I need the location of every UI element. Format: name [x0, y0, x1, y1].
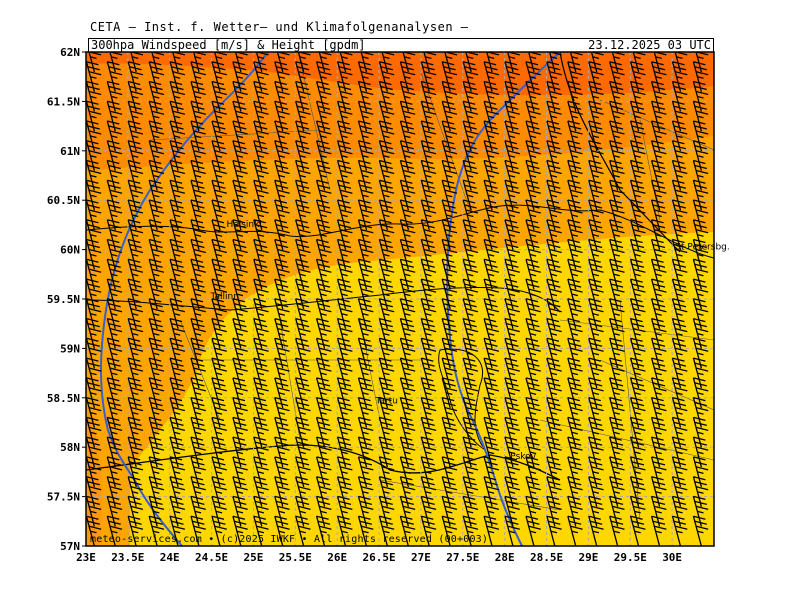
longitude-label: 29E — [578, 551, 598, 564]
latitude-label: 61.5N — [47, 95, 80, 108]
longitude-label: 23.5E — [111, 551, 144, 564]
country-border — [86, 444, 561, 481]
city-labels: Helsinki St Petersbg. Tallinn Tartu Pskov — [210, 220, 730, 462]
latitude-label: 57.5N — [47, 491, 80, 504]
product-title: 300hpa Windspeed [m/s] & Height [gpdm] — [91, 38, 366, 52]
coastline — [86, 204, 714, 259]
latitude-label: 60.5N — [47, 194, 80, 207]
city-label: Pskov — [510, 452, 536, 462]
latitude-label: 58N — [60, 441, 80, 454]
product-title-bar: 300hpa Windspeed [m/s] & Height [gpdm] 2… — [88, 38, 714, 52]
longitude-label: 24.5E — [195, 551, 228, 564]
latitude-label: 59N — [60, 342, 80, 355]
latitude-label: 58.5N — [47, 392, 80, 405]
latitude-label: 59.5N — [47, 293, 80, 306]
latitude-label: 62N — [60, 46, 80, 59]
city-label: Tallinn — [210, 292, 239, 302]
longitude-label: 28E — [495, 551, 515, 564]
longitude-label: 24E — [160, 551, 180, 564]
city-label: St Petersbg. — [675, 243, 730, 253]
latitude-labels: 62N 61.5N 61N 60.5N 60N 59.5N 59N 58.5N 58N 57.5N… — [47, 46, 86, 553]
wind-speed-band-mid — [86, 52, 714, 546]
longitude-label: 30E — [662, 551, 682, 564]
city-label: Tartu — [374, 397, 397, 407]
latitude-label: 60N — [60, 244, 80, 257]
longitude-labels: 23E 23.5E 24E 24.5E 25E 25.5E 26E 26.5E 27E 27.5E… — [76, 551, 682, 564]
institute-title: CETA — Inst. f. Wetter— und Klimafolgena… — [90, 20, 469, 34]
longitude-label: 27E — [411, 551, 431, 564]
longitude-label: 25E — [244, 551, 264, 564]
longitude-label: 27.5E — [446, 551, 479, 564]
longitude-label: 23E — [76, 551, 96, 564]
valid-datetime: 23.12.2025 03 UTC — [588, 38, 711, 52]
copyright-footer: meteo-services.com • (c)2025 IWKF • All … — [90, 534, 489, 545]
city-label: Helsinki — [226, 220, 261, 230]
longitude-label: 25.5E — [279, 551, 312, 564]
longitude-label: 28.5E — [530, 551, 563, 564]
height-contour-west — [100, 52, 269, 546]
latitude-label: 57N — [60, 540, 80, 553]
longitude-label: 26.5E — [363, 551, 396, 564]
latitude-label: 61N — [60, 145, 80, 158]
longitude-label: 29.5E — [614, 551, 647, 564]
longitude-label: 26E — [327, 551, 347, 564]
